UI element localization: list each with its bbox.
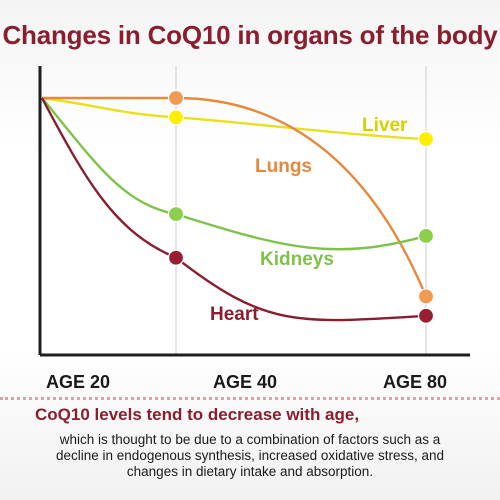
caption-line: decline in endogenous synthesis, increas… [56,448,444,463]
series-label-liver: Liver [362,115,408,136]
chart-title: Changes in CoQ10 in organs of the body [2,20,498,50]
series-markers [167,89,435,324]
x-tick-labels: AGE 20 AGE 40 AGE 80 [46,372,447,392]
line-chart: Liver Lungs Kidneys Heart AGE 20 AGE 40 AGE 8… [38,66,470,392]
series-line-kidneys [41,97,427,251]
marker-kidneys [167,206,185,223]
caption-line: changes in dietary intake and absorption… [126,464,374,479]
marker-kidneys [417,227,435,245]
x-tick-label: AGE 20 [46,372,110,392]
series-label-kidneys: Kidneys [260,249,334,270]
series-labels: Liver Lungs Kidneys Heart [210,115,408,325]
x-tick-label: AGE 80 [383,372,447,392]
marker-heart [417,307,435,324]
marker-lungs [167,89,185,107]
marker-heart [167,249,185,266]
series-label-lungs: Lungs [255,156,312,177]
caption-line: which is thought to be due to a combinat… [59,432,441,447]
marker-liver [417,131,435,148]
marker-liver [167,109,185,126]
axes [38,66,470,357]
marker-lungs [417,288,435,305]
x-tick-label: AGE 40 [213,372,277,392]
series-label-heart: Heart [210,304,259,325]
caption-body: which is thought to be due to a combinat… [0,432,500,480]
caption-heading: CoQ10 levels tend to decrease with age, [35,405,360,424]
series-line-liver [41,96,427,141]
dotted-divider [0,397,500,400]
series-line-lungs [42,96,428,297]
